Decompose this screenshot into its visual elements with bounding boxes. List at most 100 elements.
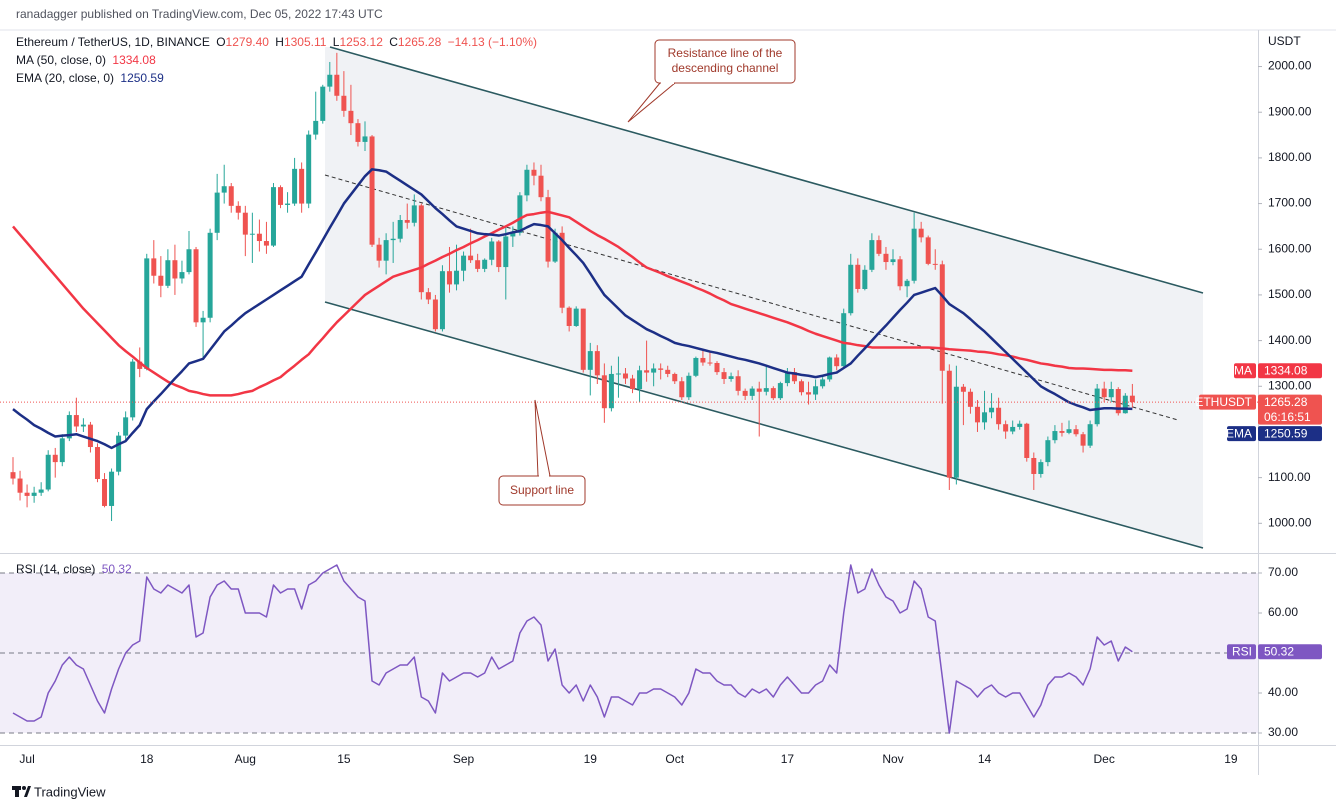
indicator-value: 1334.08 [112,53,156,67]
badge-label-bg [1227,426,1256,442]
candle-body [777,383,783,399]
logo-part [24,786,31,797]
candle-body [362,136,368,142]
candle-body [10,472,16,479]
candle-body [341,95,347,111]
candle-body [651,368,657,373]
candle-body [714,362,720,373]
candle-body [630,378,636,390]
candle-body [953,386,959,478]
candle-body [742,390,748,396]
badge-value-bg [1258,363,1322,379]
candle-body [102,479,108,506]
x-tick-label: 19 [584,752,598,766]
candle-body [876,240,882,254]
candle-body [165,260,171,286]
candle-body [130,361,136,418]
candle-body [1073,429,1079,435]
candle-body [594,351,600,376]
candle-body [735,376,741,391]
candle-body [827,357,833,380]
candle-body [151,258,157,276]
y-tick-label: 1800.00 [1268,150,1312,164]
candle-body [883,253,889,263]
candle-body [52,454,58,463]
badge-label: EMA [1226,426,1252,440]
badge-label: ETHUSDT [1195,395,1252,409]
candle-body [791,372,797,382]
candle-body [658,368,664,370]
candle-body [784,372,790,384]
candle-body [425,292,431,300]
candle-body [482,259,488,269]
indicator-name: EMA (20, close, 0) [16,71,115,85]
candle-body [1108,389,1114,398]
candle-body [989,407,995,413]
candle-body [1087,424,1093,446]
badge-label: MA [1234,363,1252,377]
ohlc-key: C [389,35,398,49]
candle-body [73,415,79,427]
candle-body [17,478,23,493]
indicator-line [12,168,1133,450]
x-tick-label: 18 [140,752,154,766]
axis-unit: USDT [1268,34,1301,48]
candle-body [348,110,354,124]
candle-body [235,205,241,213]
candle-body [31,492,37,496]
x-tick-label: 15 [337,752,351,766]
x-tick-label: 14 [978,752,992,766]
published-line: ranadagger published on TradingView.com,… [16,7,383,21]
candle-body [967,391,973,407]
candle-body [45,454,51,490]
candle-body [144,258,150,369]
candle-body [1052,431,1058,441]
candle-body [285,203,291,205]
candle-body [834,357,840,367]
candle-body [249,233,255,235]
candle-body [306,134,312,204]
candle-body [855,264,861,289]
x-tick-label: Aug [235,752,256,766]
candle-body [862,269,868,289]
callout-pointer [534,399,551,477]
candle-body [644,370,650,373]
y-tick-label: 1900.00 [1268,104,1312,118]
candle-body [510,232,516,237]
candle-body [221,186,227,193]
badge-value-bg [1258,644,1322,660]
candle-body [996,407,1002,425]
candle-body [524,169,530,196]
candle-body [109,471,115,506]
y-tick-label: 1000.00 [1268,515,1312,529]
candle-body [1122,395,1128,414]
ohlc-value: 1265.28 [397,35,442,49]
candle-body [749,388,755,396]
candle-body [756,388,762,392]
candle-body [686,375,692,398]
candle-body [946,370,952,478]
indicator-name: RSI (14, close) [16,562,96,576]
candle-body [806,392,812,395]
marks: 1000.001100.001200.001300.001400.001500.… [0,52,1322,766]
candle-body [193,249,199,323]
candle-body [545,197,551,262]
ohlc-value: 1253.12 [339,35,383,49]
candle-body [214,192,220,233]
candle-body [911,228,917,281]
candle-body [1038,462,1044,474]
annotation: descending channel [672,61,779,75]
ohlc-key: H [275,35,284,49]
candle-body [587,351,593,370]
candle-body [974,406,980,423]
candle-body [383,240,389,261]
candle-body [376,244,382,261]
candle-body [1115,389,1121,414]
candle-body [904,280,910,287]
candle-body [1129,395,1135,403]
indicator-value: 50.32 [101,562,132,576]
badge-value: 1250.59 [1264,426,1308,440]
ohlc-value: 1305.11 [283,35,327,49]
